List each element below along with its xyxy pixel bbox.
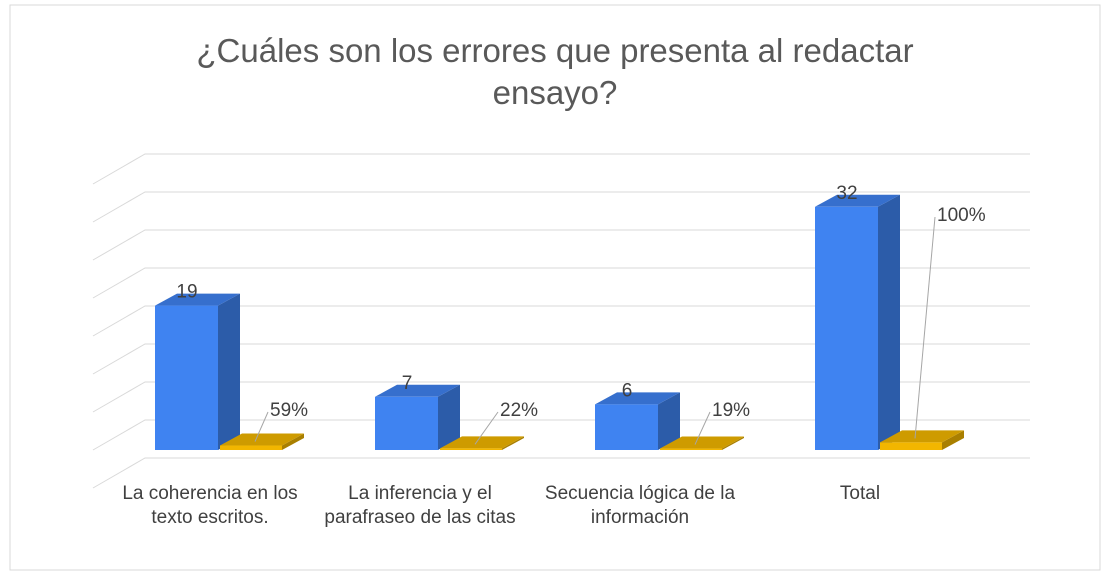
bar	[660, 436, 744, 450]
bar-top	[440, 436, 524, 449]
leader-line	[254, 411, 269, 442]
leader-line	[474, 411, 499, 445]
bar-side	[942, 430, 964, 450]
data-label: 32	[836, 183, 857, 204]
leader-line	[914, 216, 936, 439]
bar-side	[722, 436, 744, 450]
chart-title: ¿Cuáles son los errores que presenta al …	[196, 32, 914, 111]
grid-line	[92, 343, 1030, 375]
bar-front	[440, 448, 502, 450]
grid-line	[92, 419, 1030, 451]
grid-line	[92, 457, 1030, 489]
bar	[880, 430, 964, 450]
bar-top	[155, 293, 240, 306]
grid-line	[92, 191, 1030, 223]
bar-top	[660, 436, 744, 449]
bar-side	[218, 293, 240, 450]
bar-top	[595, 392, 680, 405]
bar-front	[595, 404, 658, 450]
bar	[440, 436, 524, 450]
data-label: 19%	[712, 400, 750, 421]
grid-line	[92, 229, 1030, 261]
bar-top	[220, 433, 304, 446]
bar	[595, 392, 680, 450]
bar	[220, 433, 304, 450]
x-tick-label: La coherencia en los texto escritos.	[122, 483, 298, 528]
grid-line	[92, 153, 1030, 185]
bar	[375, 384, 460, 450]
bar-front	[155, 305, 218, 450]
chart-border	[9, 4, 1101, 571]
bar-side	[658, 392, 680, 450]
bar-side	[878, 194, 900, 450]
x-tick-label: La inferencia y el parafraseo de las cit…	[324, 483, 516, 528]
bar-top	[815, 194, 900, 207]
bar	[815, 194, 900, 450]
x-tick-label: Secuencia lógica de la información	[544, 483, 736, 528]
data-label: 19	[176, 282, 197, 303]
x-tick-label: Total	[839, 483, 881, 504]
bar-front	[660, 448, 722, 450]
grid-line	[92, 267, 1030, 299]
bar-side	[502, 436, 524, 450]
grid-line	[92, 381, 1030, 413]
bar-front	[880, 442, 942, 450]
bar	[155, 293, 240, 450]
data-label: 22%	[500, 400, 538, 421]
bar-top	[375, 384, 460, 397]
bar-side	[438, 384, 460, 450]
bar-front	[375, 396, 438, 450]
data-label: 6	[622, 380, 633, 401]
leader-line	[694, 411, 711, 445]
grid-line	[92, 305, 1030, 337]
data-label: 59%	[270, 400, 308, 421]
bar-side	[282, 433, 304, 450]
bar-top	[880, 430, 964, 443]
data-label: 100%	[937, 205, 986, 226]
bar-front	[815, 206, 878, 450]
bar-front	[220, 445, 282, 450]
data-label: 7	[402, 373, 413, 394]
